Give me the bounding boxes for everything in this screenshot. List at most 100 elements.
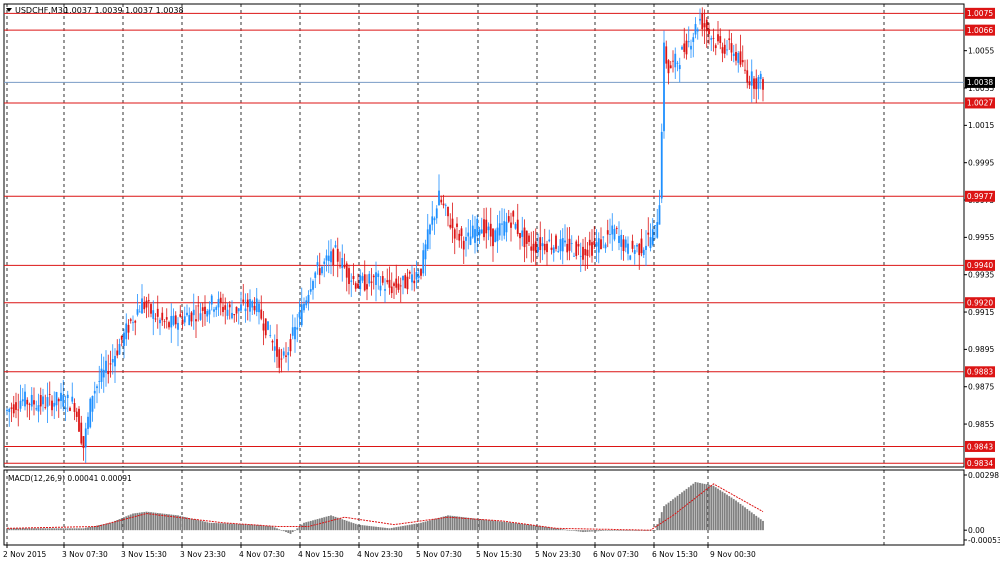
macd-bar (442, 516, 445, 531)
macd-bar (57, 528, 60, 531)
candle-body (566, 243, 569, 253)
macd-bar (181, 516, 184, 531)
macd-bar (579, 530, 582, 532)
level-tag-text: 1.0027 (967, 99, 993, 108)
macd-bar (109, 522, 112, 531)
macd-bar (87, 527, 89, 531)
macd-bar (539, 526, 542, 531)
price-panel[interactable]: 1.00551.00351.00150.99950.99750.99550.99… (3, 3, 995, 469)
macd-bar (370, 526, 373, 531)
candle-body (251, 301, 254, 308)
macd-bar (568, 530, 571, 531)
candle-body (719, 36, 722, 44)
candle-body (298, 312, 301, 318)
macd-bar (606, 530, 609, 531)
macd-bar (114, 520, 116, 531)
horizontal-levels[interactable] (4, 12, 964, 464)
candle-body (271, 340, 274, 343)
macd-bar (12, 528, 15, 531)
macd-bar (433, 519, 436, 531)
candle-body (287, 352, 290, 356)
candle-body (237, 308, 240, 312)
macd-bar (750, 512, 753, 531)
current-price-text: 1.0038 (967, 78, 993, 87)
candle-body (676, 62, 679, 64)
macd-bar (125, 516, 128, 531)
candle-body (71, 396, 74, 402)
macd-bar (651, 530, 654, 531)
candle-body (467, 232, 470, 237)
macd-bar (336, 517, 339, 531)
macd-bar (60, 528, 62, 531)
time-tick-label: 6 Nov 07:30 (593, 550, 639, 559)
macd-bar (242, 524, 245, 531)
candle-body (755, 78, 758, 90)
candle-body (701, 13, 704, 30)
candle-body (210, 295, 213, 305)
macd-bar (213, 522, 215, 531)
candle-body (129, 319, 132, 321)
candle-body (24, 391, 26, 407)
candle-body (177, 322, 179, 330)
macd-bar (460, 516, 463, 531)
macd-bar (530, 524, 533, 531)
macd-bar (492, 520, 494, 531)
candle-body (123, 332, 125, 346)
candle-body (285, 355, 287, 357)
macd-bar (762, 520, 764, 531)
macd-bar (512, 522, 515, 531)
level-tag (965, 24, 995, 36)
candle-body (260, 309, 263, 319)
time-tick-label: 5 Nov 23:30 (535, 550, 581, 559)
candle-body (350, 280, 353, 282)
candle-body (66, 394, 69, 399)
macd-bar (165, 514, 168, 531)
macd-bar (600, 530, 602, 531)
candle-body (582, 246, 584, 260)
candle-body (224, 305, 227, 310)
macd-bar (505, 522, 508, 531)
candle-body (359, 275, 362, 290)
candle-body (485, 219, 488, 234)
candle-body (759, 73, 762, 80)
macd-bar (586, 530, 589, 532)
candle-body (294, 326, 296, 340)
candle-body (489, 223, 492, 237)
candle-body (600, 239, 602, 250)
candle-body (424, 244, 427, 260)
macd-bar (420, 522, 422, 531)
candle-body (618, 235, 620, 243)
macd-bar (42, 528, 44, 531)
candle-body (708, 28, 710, 35)
macd-bar (726, 494, 728, 531)
candle-body (334, 245, 337, 248)
candle-body (606, 230, 609, 235)
macd-bar (357, 524, 359, 531)
macd-panel[interactable]: 0.00298 0.00-0.00053 MACD(12,26,9) 0.0004… (3, 469, 1000, 546)
macd-bar (368, 525, 371, 531)
price-vertical-gridlines (6, 4, 885, 467)
candle-body (415, 272, 418, 280)
macd-bar (728, 496, 731, 531)
candle-body (390, 286, 393, 294)
candle-body (8, 409, 11, 413)
macd-bar (636, 530, 638, 531)
symbol-dropdown-icon[interactable] (6, 8, 12, 12)
macd-bar (465, 517, 467, 531)
candle-body (273, 346, 276, 351)
candle-body (197, 305, 200, 307)
macd-bar (210, 522, 213, 531)
candle-body (114, 355, 116, 367)
candle-body (312, 281, 314, 290)
level-tag (965, 297, 995, 309)
macd-bar (721, 491, 724, 531)
candle-body (96, 386, 98, 389)
macd-bar (469, 518, 472, 531)
macd-bar (80, 528, 83, 531)
candle-body (528, 235, 530, 242)
time-tick-label: 5 Nov 07:30 (416, 550, 462, 559)
macd-bar (507, 522, 510, 531)
macd-bar (379, 527, 382, 531)
macd-bar (622, 530, 625, 531)
candle-body (318, 268, 321, 276)
